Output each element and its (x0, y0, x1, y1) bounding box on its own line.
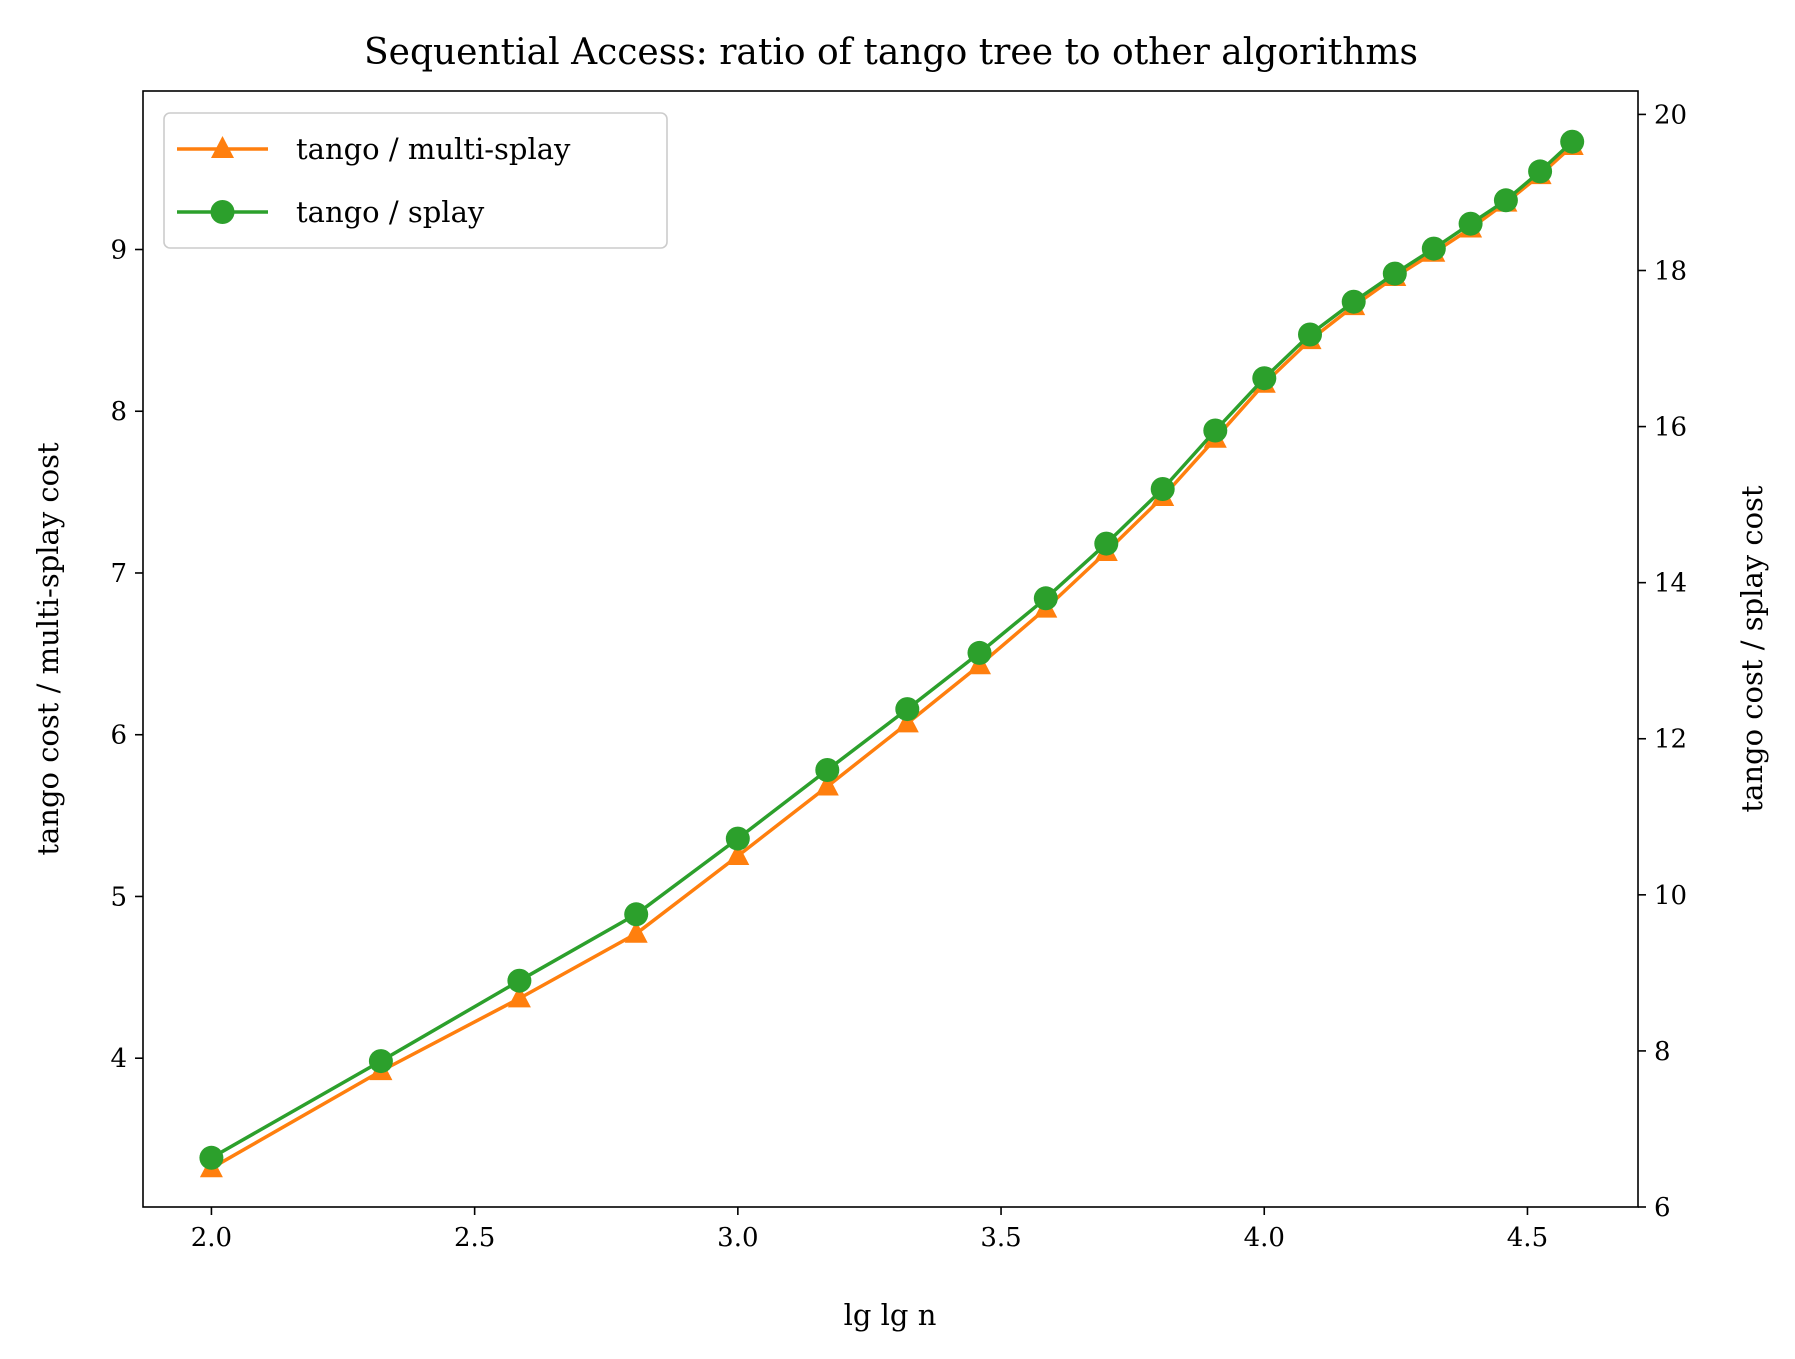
right-y-axis-label: tango cost / splay cost (1735, 485, 1769, 813)
data-point-splay (1094, 531, 1119, 556)
data-point-splay (1033, 586, 1058, 611)
right-y-tick-label: 20 (1654, 100, 1687, 130)
data-point-splay (1382, 261, 1407, 286)
x-tick-label: 2.0 (191, 1223, 232, 1253)
data-point-splay (507, 968, 532, 993)
data-point-multi-splay (624, 920, 648, 943)
right-y-tick-label: 6 (1654, 1193, 1671, 1223)
x-axis-label: lg lg n (844, 1298, 937, 1332)
data-point-splay (368, 1049, 393, 1074)
data-point-splay (1150, 477, 1175, 501)
left-y-tick-label: 5 (110, 882, 127, 912)
left-y-tick-label: 8 (110, 397, 127, 427)
legend-label-multi-splay: tango / multi-splay (296, 132, 571, 166)
legend-marker-splay (210, 200, 235, 224)
left-y-tick-label: 6 (110, 721, 127, 751)
legend-marker-multi-splay (211, 136, 234, 158)
data-point-splay (725, 826, 750, 851)
right-y-axis-ticks: 6 8 10 12 14 16 18 20 (1638, 100, 1687, 1223)
left-y-axis-label: tango cost / multi-splay cost (31, 442, 65, 856)
series-layer (199, 129, 1585, 1178)
data-point-splay (1252, 366, 1277, 391)
data-point-splay (1493, 188, 1518, 213)
x-tick-label: 3.0 (717, 1223, 758, 1253)
right-y-tick-label: 16 (1654, 413, 1687, 443)
data-point-splay (1203, 418, 1228, 443)
data-point-multi-splay (507, 985, 531, 1008)
right-y-tick-label: 8 (1654, 1037, 1671, 1067)
legend-label-splay: tango / splay (296, 195, 485, 229)
x-tick-label: 2.5 (454, 1223, 495, 1253)
right-y-tick-label: 18 (1654, 256, 1687, 286)
series-splay (199, 129, 1585, 1170)
data-point-splay (1458, 211, 1483, 236)
data-point-multi-splay (815, 773, 839, 796)
data-point-splay (624, 902, 649, 927)
data-point-multi-splay (895, 710, 919, 733)
data-point-splay (199, 1145, 224, 1170)
x-tick-label: 4.5 (1507, 1223, 1548, 1253)
chart-title: Sequential Access: ratio of tango tree t… (364, 32, 1418, 73)
right-y-tick-label: 12 (1654, 725, 1687, 755)
legend: tango / multi-splay tango / splay (163, 112, 668, 249)
right-y-tick-label: 14 (1654, 569, 1687, 599)
data-point-splay (1421, 236, 1446, 261)
legend-box (163, 112, 668, 249)
data-point-splay (1341, 289, 1366, 314)
data-point-splay (1528, 159, 1553, 184)
left-y-tick-label: 4 (110, 1044, 127, 1074)
data-point-splay (815, 758, 840, 782)
x-tick-label: 3.5 (980, 1223, 1021, 1253)
left-y-tick-label: 9 (110, 236, 127, 266)
x-axis-ticks: 2.0 2.5 3.0 3.5 4.0 4.5 (191, 1207, 1548, 1253)
right-y-tick-label: 10 (1654, 881, 1687, 911)
data-point-splay (895, 697, 920, 722)
data-point-splay (1298, 322, 1322, 347)
plot-frame (142, 90, 1639, 1208)
left-y-tick-label: 7 (110, 559, 127, 589)
data-point-splay (1560, 129, 1585, 154)
data-point-multi-splay (726, 843, 750, 865)
x-tick-label: 4.0 (1244, 1223, 1285, 1253)
data-point-splay (967, 640, 992, 665)
left-y-axis-ticks: 4 5 6 7 8 9 (110, 236, 143, 1074)
